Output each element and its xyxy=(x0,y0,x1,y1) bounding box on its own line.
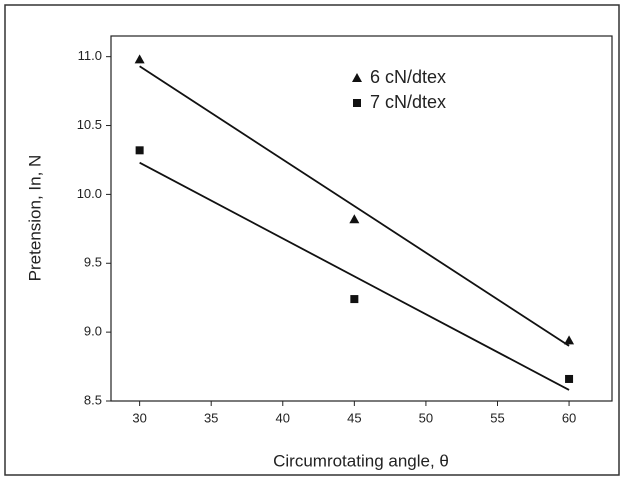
x-tick-label: 50 xyxy=(419,410,433,425)
fit-line xyxy=(139,161,570,391)
x-tick-label: 45 xyxy=(347,410,361,425)
point xyxy=(350,295,359,304)
y-tick-label: 10.5 xyxy=(77,117,102,132)
x-tick-label: 30 xyxy=(132,410,146,425)
x-tick-label: 40 xyxy=(276,410,290,425)
y-tick-label: 9.5 xyxy=(84,255,102,270)
x-axis-label: Circumrotating angle, θ xyxy=(273,451,449,470)
y-tick-label: 11.0 xyxy=(78,48,102,63)
point xyxy=(135,146,144,155)
y-tick-label: 9.0 xyxy=(84,324,102,339)
point xyxy=(134,54,145,64)
y-tick-label: 8.5 xyxy=(84,392,102,407)
frame xyxy=(4,4,620,476)
x-tick-label: 35 xyxy=(204,410,218,425)
point xyxy=(564,335,575,345)
x-tick-label: 55 xyxy=(490,410,504,425)
y-tick-label: 10.0 xyxy=(77,186,102,201)
legend-label: 7 cN/dtex xyxy=(370,92,446,112)
point xyxy=(349,214,360,224)
plot-area xyxy=(110,35,613,402)
legend-marker xyxy=(353,99,361,107)
legend-label: 6 cN/dtex xyxy=(370,67,446,87)
y-axis-label: Pretension, In, N xyxy=(25,155,44,282)
fit-line xyxy=(139,65,570,347)
point xyxy=(565,374,574,383)
x-tick-label: 60 xyxy=(562,410,576,425)
legend-marker xyxy=(352,73,362,82)
